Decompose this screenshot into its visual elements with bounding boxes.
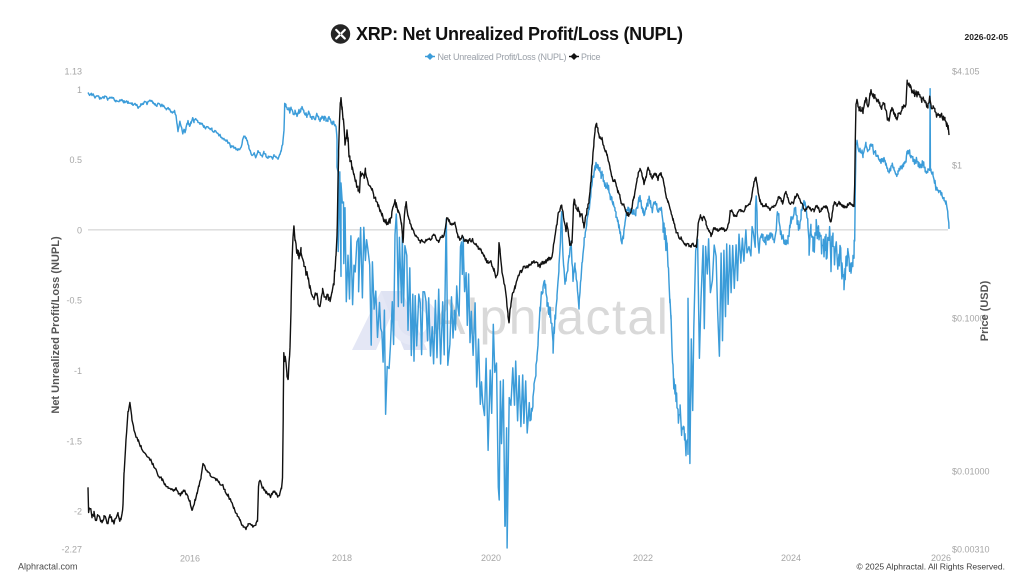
svg-text:$1: $1: [952, 160, 962, 170]
svg-text:2020: 2020: [481, 553, 501, 563]
svg-text:1: 1: [77, 85, 82, 95]
svg-text:1.13: 1.13: [64, 67, 82, 77]
svg-text:Net Unrealized Profit/Loss (NU: Net Unrealized Profit/Loss (NUPL): [438, 52, 567, 62]
svg-text:XRP: Net Unrealized Profit/Los: XRP: Net Unrealized Profit/Loss (NUPL): [356, 24, 683, 44]
svg-text:2016: 2016: [180, 554, 200, 564]
svg-text:Price (USD): Price (USD): [979, 280, 991, 341]
svg-text:Alphractal.com: Alphractal.com: [18, 562, 78, 572]
svg-text:-2.27: -2.27: [61, 545, 82, 555]
svg-text:© 2025 Alphractal. All Rights: © 2025 Alphractal. All Rights Reserved.: [857, 562, 1005, 572]
svg-text:0: 0: [77, 225, 82, 235]
svg-text:-0.5: -0.5: [66, 296, 82, 306]
svg-text:2024: 2024: [781, 553, 801, 563]
svg-text:$4.105: $4.105: [952, 67, 980, 77]
svg-text:-2: -2: [74, 507, 82, 517]
svg-text:0.5: 0.5: [69, 155, 82, 165]
svg-text:-1.5: -1.5: [66, 436, 82, 446]
svg-text:Price: Price: [581, 52, 600, 62]
svg-text:2018: 2018: [332, 553, 352, 563]
svg-text:$0.01000: $0.01000: [952, 466, 990, 476]
svg-text:2026: 2026: [931, 553, 951, 563]
svg-text:-1: -1: [74, 366, 82, 376]
svg-text:$0.00310: $0.00310: [952, 545, 990, 555]
svg-text:2026-02-05: 2026-02-05: [965, 32, 1009, 42]
svg-text:Net Unrealized Profit/Loss (NU: Net Unrealized Profit/Loss (NUPL): [50, 236, 62, 414]
svg-text:2022: 2022: [633, 553, 653, 563]
svg-text:$0.1000: $0.1000: [952, 313, 985, 323]
